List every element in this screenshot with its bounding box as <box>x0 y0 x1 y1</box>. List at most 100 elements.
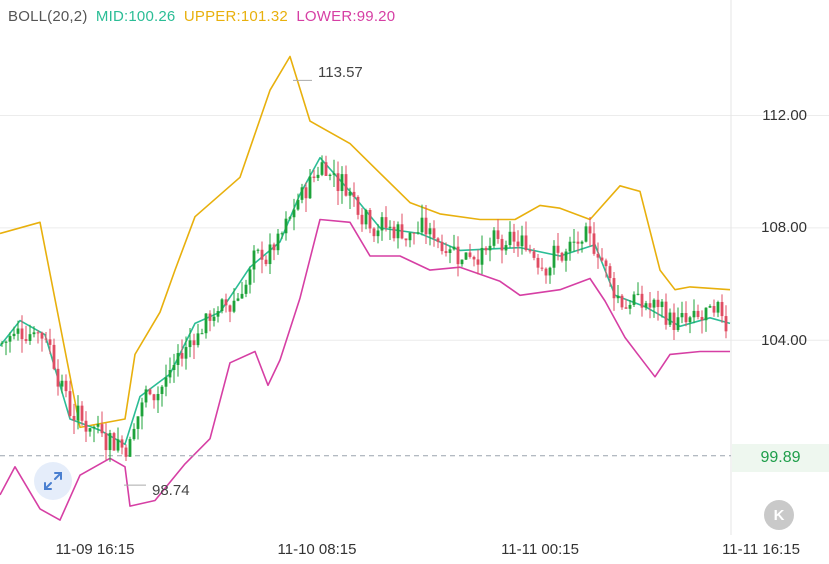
down-candle-body <box>696 310 700 317</box>
up-candle-body <box>364 210 368 225</box>
up-candle-body <box>688 317 692 323</box>
up-candle-body <box>116 439 120 451</box>
up-candle-body <box>420 217 424 233</box>
down-candle-body <box>604 260 608 267</box>
down-candle-body <box>344 174 348 196</box>
down-candle-body <box>540 267 544 269</box>
down-candle-body <box>684 313 688 323</box>
up-candle-body <box>320 162 324 175</box>
up-candle-body <box>244 284 248 294</box>
down-candle-body <box>592 233 596 254</box>
up-candle-body <box>216 311 220 317</box>
down-candle-body <box>724 316 728 332</box>
up-candle-body <box>340 174 344 192</box>
down-candle-body <box>468 252 472 257</box>
up-candle-body <box>376 230 380 237</box>
up-candle-body <box>448 249 452 254</box>
up-candle-body <box>332 173 336 175</box>
up-candle-body <box>580 241 584 244</box>
up-candle-body <box>28 334 32 341</box>
up-candle-body <box>276 233 280 251</box>
x-tick-label: 11-11 00:15 <box>501 541 579 558</box>
down-candle-body <box>436 238 440 242</box>
down-candle-body <box>360 214 364 225</box>
down-candle-body <box>720 301 724 317</box>
up-candle-body <box>128 439 132 457</box>
up-candle-body <box>136 416 140 429</box>
down-candle-body <box>532 251 536 258</box>
down-candle-body <box>68 391 72 416</box>
up-candle-body <box>16 328 20 334</box>
down-candle-body <box>456 246 460 265</box>
up-candle-body <box>504 245 508 251</box>
down-candle-body <box>440 241 444 252</box>
up-candle-body <box>248 269 252 285</box>
down-candle-body <box>712 306 716 313</box>
up-candle-body <box>232 300 236 312</box>
up-candle-body <box>204 313 208 334</box>
down-candle-body <box>264 259 268 265</box>
up-candle-body <box>144 389 148 403</box>
x-tick-label: 11-10 08:15 <box>277 541 357 558</box>
up-candle-body <box>708 306 712 308</box>
up-candle-body <box>188 340 192 348</box>
down-candle-body <box>432 228 436 239</box>
down-candle-body <box>36 332 40 334</box>
up-candle-body <box>300 187 304 200</box>
back-to-latest-button[interactable]: K <box>764 500 794 530</box>
mid-band-line <box>0 156 731 446</box>
down-candle-body <box>600 257 604 261</box>
up-candle-body <box>0 342 4 344</box>
down-candle-body <box>640 293 644 308</box>
up-candle-body <box>416 232 420 234</box>
down-candle-body <box>260 249 264 260</box>
up-candle-body <box>492 230 496 246</box>
up-candle-body <box>268 244 272 265</box>
down-candle-body <box>112 433 116 451</box>
x-tick-label: 11-11 16:15 <box>722 541 800 558</box>
down-candle-body <box>608 266 612 279</box>
down-candle-body <box>496 230 500 239</box>
down-candle-body <box>596 253 600 258</box>
up-candle-body <box>704 307 708 321</box>
down-candle-body <box>208 313 212 321</box>
y-tick-label: 104.00 <box>761 332 807 349</box>
expand-button[interactable] <box>34 462 72 500</box>
down-candle-body <box>484 247 488 251</box>
down-candle-body <box>72 415 76 421</box>
down-candle-body <box>352 191 356 197</box>
down-candle-body <box>124 447 128 457</box>
up-candle-body <box>8 336 12 342</box>
down-candle-body <box>180 353 184 359</box>
up-candle-body <box>388 226 392 228</box>
down-candle-body <box>404 238 408 241</box>
current-price-tag: 99.89 <box>732 444 829 472</box>
down-candle-body <box>512 231 516 242</box>
down-candle-body <box>152 394 156 401</box>
up-candle-body <box>292 209 296 218</box>
up-candle-body <box>328 174 332 176</box>
up-candle-body <box>644 303 648 308</box>
down-candle-body <box>228 305 232 312</box>
y-tick-label: 112.00 <box>762 107 807 124</box>
up-candle-body <box>452 246 456 250</box>
up-candle-body <box>184 347 188 359</box>
down-candle-body <box>372 228 376 237</box>
up-candle-body <box>572 241 576 243</box>
up-candle-body <box>508 231 512 246</box>
up-candle-body <box>280 233 284 235</box>
up-candle-body <box>308 176 312 199</box>
up-candle-body <box>4 341 8 343</box>
down-candle-body <box>556 245 560 253</box>
y-tick-label: 108.00 <box>761 219 807 236</box>
upper-band-line <box>0 55 731 429</box>
down-candle-body <box>64 380 68 392</box>
up-candle-body <box>460 259 464 265</box>
up-candle-body <box>632 294 636 305</box>
down-candle-body <box>80 405 84 421</box>
down-candle-body <box>560 252 564 261</box>
up-candle-body <box>548 267 552 276</box>
up-candle-body <box>220 299 224 312</box>
up-candle-body <box>636 293 640 295</box>
